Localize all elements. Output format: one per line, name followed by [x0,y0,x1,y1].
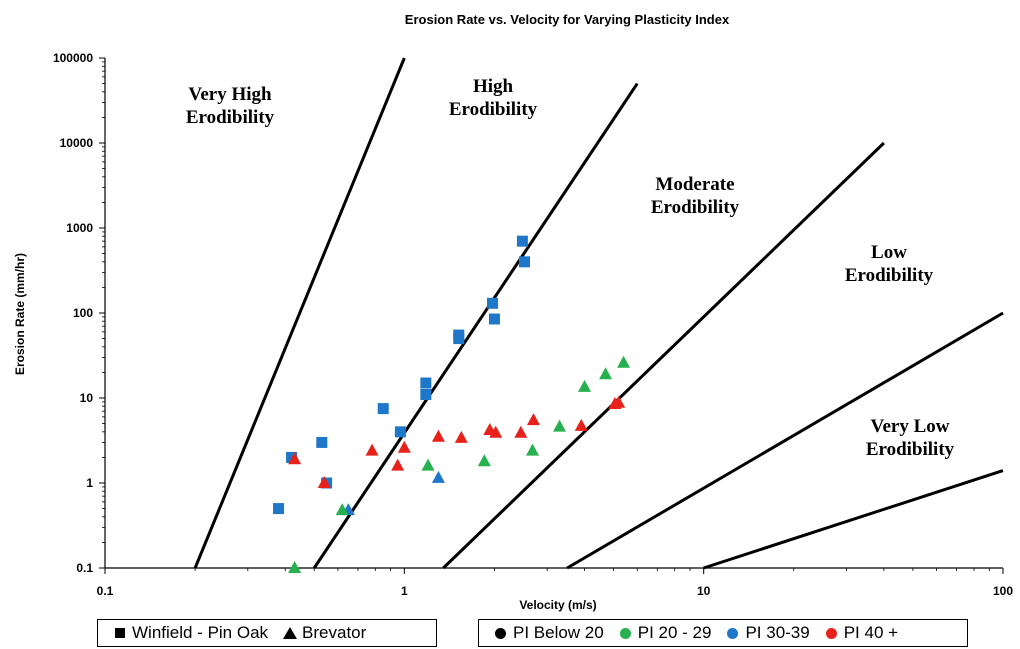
region-label-1: Very High Erodibility [186,84,275,128]
legend-label: PI 40 + [843,623,899,642]
legend-item-pi-30-39: PI 30-39 [725,623,810,643]
region-label-line: Very Low [871,416,950,437]
data-point-triangle [578,379,592,392]
region-label-5: Very Low Erodibility [866,416,955,460]
y-axis-label: Erosion Rate (mm/hr) [13,253,27,375]
data-point-triangle [335,503,349,516]
y-tick-label: 10 [80,391,94,405]
data-point-triangle [526,413,540,426]
y-tick-label: 1000 [66,221,93,235]
data-point-square [486,297,498,309]
triangle-icon [282,625,298,641]
legend-item-pi-20-29: PI 20 - 29 [618,623,712,643]
data-point-triangle [431,470,445,483]
data-point-square [273,503,285,515]
region-label-line: Erodibility [845,265,934,286]
circle-icon [824,625,840,641]
x-tick-label: 0.1 [97,584,114,598]
data-point-triangle [288,561,302,573]
legend-item-pi-below-20: PI Below 20 [493,623,604,643]
circle-icon [618,625,634,641]
y-tick-label: 0.1 [76,561,93,575]
y-tick-label: 100000 [53,51,93,65]
data-point-square [286,451,298,463]
data-point-triangle [421,458,435,471]
data-point-triangle [612,395,626,408]
data-point-triangle [454,430,468,443]
region-label-line: Erodibility [186,107,275,128]
pi-legend: PI Below 20 PI 20 - 29 PI 30-39 PI 40 + [478,619,968,647]
legend-item-pi-40-plus: PI 40 + [824,623,898,643]
data-point-triangle [514,425,528,438]
data-point-triangle [397,440,411,453]
marker-legend: Winfield - Pin Oak Brevator [97,619,437,647]
swatch [619,628,631,639]
data-point-triangle [317,476,331,488]
x-tick-label: 100 [993,584,1013,598]
data-point-square [518,256,530,268]
x-tick-label: 10 [697,584,711,598]
region-label-3: Moderate Erodibility [651,174,740,218]
legend-label: Brevator [302,623,367,642]
plot-axes: 0.1 1 10 100 1000 10000 100000 0.1 1 10 100 [53,51,1013,598]
y-tick-label: 100 [73,306,93,320]
swatch [825,628,837,639]
chart-title: Erosion Rate vs. Velocity for Varying Pl… [405,12,730,27]
boundary-line-1 [193,57,406,569]
circle-icon [725,625,741,641]
region-label-line: Very High [188,84,272,105]
data-point-triangle [574,418,588,431]
data-point-square [377,403,389,415]
legend-label: PI Below 20 [513,623,604,642]
region-label-line: Erodibility [449,99,538,120]
data-point-square [516,235,528,247]
data-point-triangle [431,429,445,442]
data-point-triangle [553,419,567,432]
data-point-triangle [477,454,491,467]
data-point-square [453,333,465,345]
x-tick-label: 1 [401,584,408,598]
region-label-line: Moderate [655,174,734,195]
region-label-4: Low Erodibility [845,242,934,286]
swatch [727,628,739,639]
data-point-square [316,436,328,448]
data-point-triangle [365,443,379,456]
legend-label: PI 30-39 [745,623,810,642]
data-point-square [488,313,500,325]
data-point-triangle [489,425,503,438]
region-label-line: Erodibility [651,197,740,218]
y-tick-label: 10000 [60,136,94,150]
data-point-triangle [617,355,631,368]
region-label-line: High [473,76,514,97]
data-point-triangle [391,458,405,471]
region-label-2: High Erodibility [449,76,538,120]
data-point-triangle [599,367,613,380]
legend-item-brevator: Brevator [282,623,366,643]
data-point-triangle [288,452,302,465]
data-point-square [394,426,406,438]
legend-label: Winfield - Pin Oak [132,623,269,642]
erodibility-boundaries [193,57,1004,570]
circle-icon [493,625,509,641]
data-point-square [420,377,432,389]
region-label-line: Low [871,242,907,263]
x-axis-label: Velocity (m/s) [519,598,596,612]
boundary-line-5 [703,469,1004,570]
boundary-line-2 [312,82,639,569]
square-icon [112,625,128,641]
data-point-square [420,388,432,400]
data-point-triangle [525,443,539,456]
boundary-line-4 [566,311,1004,570]
region-label-line: Erodibility [866,439,955,460]
data-points [273,235,631,573]
legend-item-winfield: Winfield - Pin Oak [112,623,268,643]
swatch [495,628,506,639]
y-tick-label: 1 [86,476,93,490]
legend-label: PI 20 - 29 [637,623,712,642]
erosion-chart: Erosion Rate vs. Velocity for Varying Pl… [13,12,1013,612]
boundary-line-3 [442,141,885,570]
